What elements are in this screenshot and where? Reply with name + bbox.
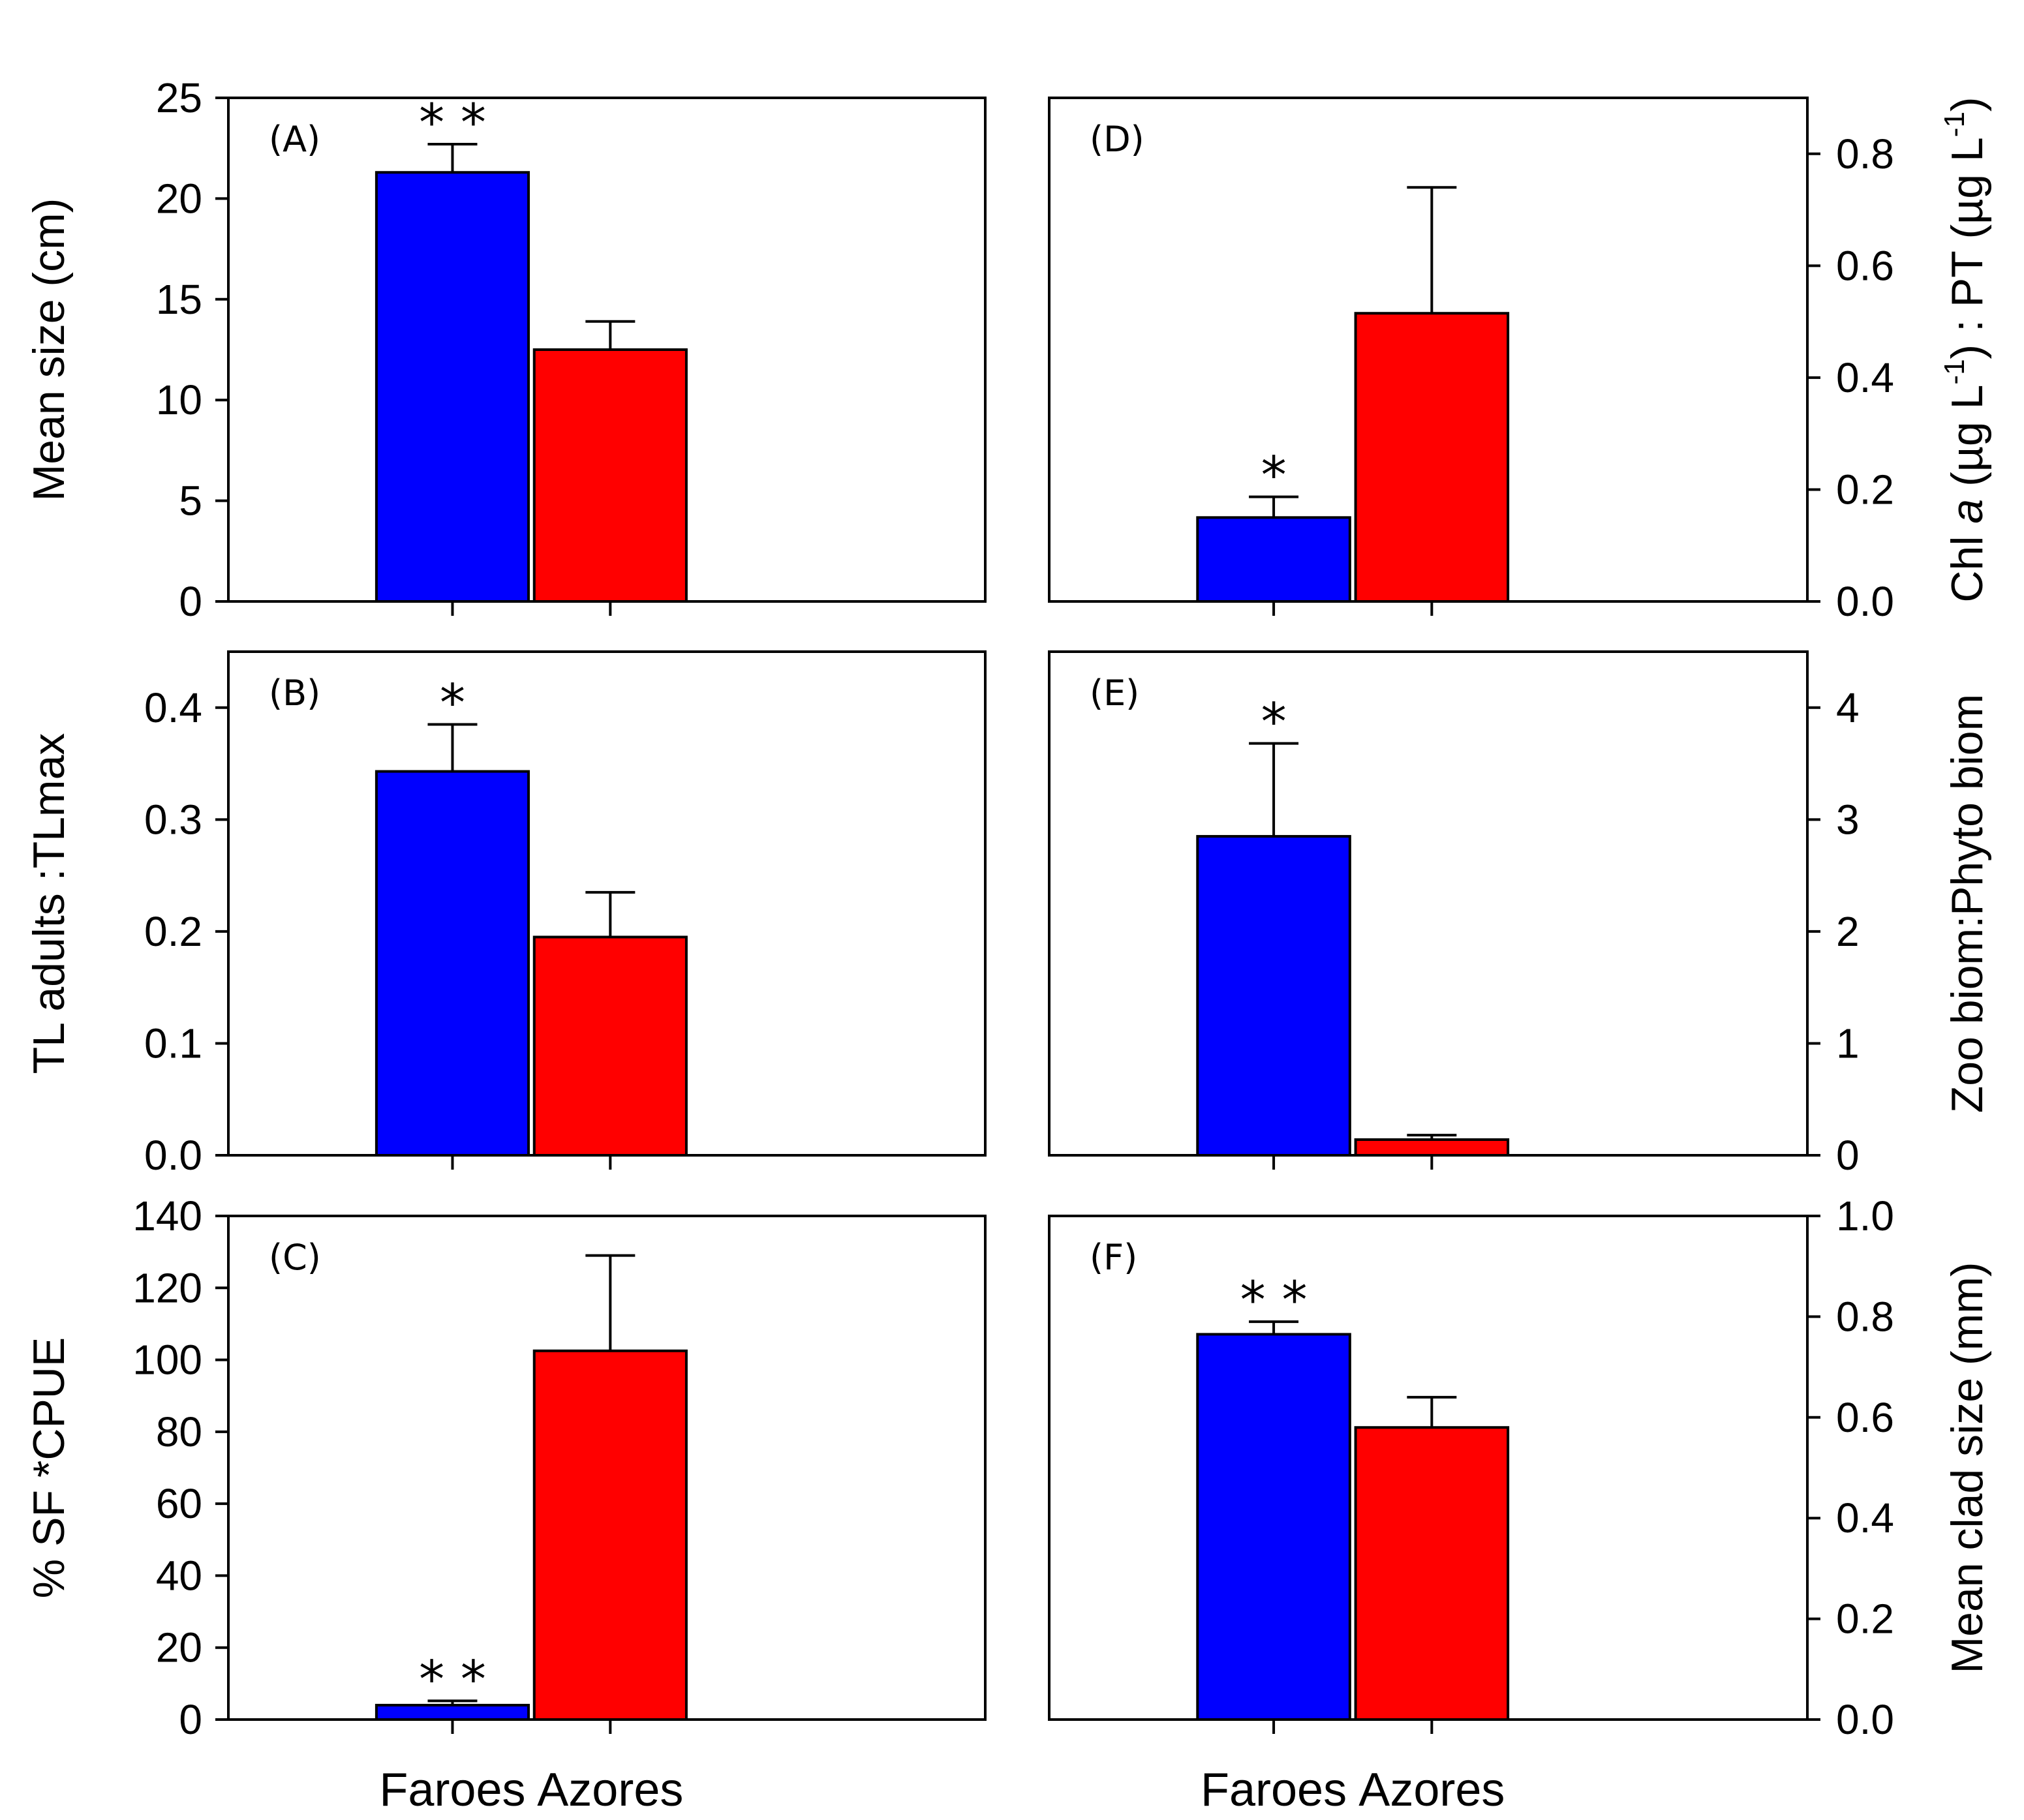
panel-label: (E) xyxy=(1090,673,1139,714)
panel-label: (B) xyxy=(269,673,320,714)
bar-azores xyxy=(532,1349,688,1721)
significance-marker: * * xyxy=(419,94,486,153)
y-axis-label: Zoo biom:Phyto biom xyxy=(1942,694,1992,1114)
y-tick-label: 0 xyxy=(179,1696,202,1743)
y-tick-label: 80 xyxy=(156,1408,202,1455)
bar-faroes xyxy=(375,171,530,603)
x-category-label: Faroes xyxy=(1201,1764,1347,1816)
significance-marker: * xyxy=(440,675,465,733)
panel-label: (A) xyxy=(269,119,320,160)
y-axis-label: Chl a (µg L-1) : PT (µg L-1) xyxy=(1939,97,1992,602)
y-tick-label: 25 xyxy=(156,74,202,121)
y-tick-label: 0.3 xyxy=(144,796,202,843)
y-tick-label: 3 xyxy=(1836,796,1860,843)
y-tick-label: 140 xyxy=(132,1192,202,1239)
y-tick-label: 0.8 xyxy=(1836,1293,1894,1340)
y-axis-label: Mean size (cm) xyxy=(24,198,74,502)
y-tick-label: 0 xyxy=(1836,1132,1860,1179)
y-tick-label: 0.4 xyxy=(1836,354,1894,401)
y-tick-label: 40 xyxy=(156,1552,202,1599)
y-axis-label: Mean clad size (mm) xyxy=(1942,1262,1992,1673)
bar-azores xyxy=(532,935,688,1157)
y-tick-label: 0.2 xyxy=(1836,466,1894,513)
y-tick-label: 0 xyxy=(179,578,202,625)
y-tick-label: 0.6 xyxy=(1836,1394,1894,1441)
y-tick-label: 0.0 xyxy=(1836,578,1894,625)
y-tick-label: 0.0 xyxy=(1836,1696,1894,1743)
bar-azores xyxy=(532,348,688,603)
bar-faroes xyxy=(1196,835,1351,1157)
x-category-label: Faroes xyxy=(379,1764,525,1816)
y-tick-label: 0.8 xyxy=(1836,130,1894,177)
panel-label: (F) xyxy=(1090,1237,1137,1278)
y-tick-label: 120 xyxy=(132,1264,202,1311)
y-tick-label: 0.4 xyxy=(1836,1494,1894,1541)
y-tick-label: 60 xyxy=(156,1480,202,1527)
y-tick-label: 2 xyxy=(1836,908,1860,955)
significance-marker: * xyxy=(1261,447,1287,506)
y-tick-label: 0.1 xyxy=(144,1020,202,1067)
y-tick-label: 0.2 xyxy=(1836,1596,1894,1643)
y-tick-label: 100 xyxy=(132,1337,202,1384)
bar-faroes xyxy=(1196,516,1351,603)
y-tick-label: 0.0 xyxy=(144,1132,202,1179)
significance-marker: * xyxy=(1261,693,1287,752)
y-tick-label: 20 xyxy=(156,1624,202,1671)
bar-faroes xyxy=(375,770,530,1157)
x-category-label: Azores xyxy=(1358,1764,1505,1816)
y-tick-label: 1.0 xyxy=(1836,1192,1894,1239)
y-tick-label: 0.6 xyxy=(1836,242,1894,289)
panel-a: (A) 0 5 10 15 20 25 Mean size (cm) * * xyxy=(24,74,987,625)
plot-frame xyxy=(1048,650,1809,1157)
significance-marker: * * xyxy=(419,1650,486,1709)
bar-azores xyxy=(1354,1426,1510,1721)
bar-azores xyxy=(1354,1138,1510,1157)
y-axis-label-part: -1 xyxy=(1939,112,1970,137)
y-axis-label: TL adults :TLmax xyxy=(24,733,74,1074)
y-axis-label-part: a xyxy=(1942,499,1992,524)
y-tick-label: 0.4 xyxy=(144,684,202,731)
significance-marker: * * xyxy=(1240,1271,1308,1330)
y-tick-label: 4 xyxy=(1836,684,1860,731)
y-tick-label: 0.2 xyxy=(144,908,202,955)
panel-f: (F) 0.0 0.2 0.4 0.6 0.8 1.0 Mean clad size (mm)… xyxy=(1048,1192,1992,1816)
panel-e: (E) 0 1 2 3 4 Zoo biom:Phyto biom * xyxy=(1048,650,1992,1179)
y-axis-label-part: -1 xyxy=(1939,359,1970,384)
y-tick-label: 10 xyxy=(156,376,202,423)
panel-c: (C) 0 20 40 60 80 100 120 140 % SF *CPUE * * Faroes… xyxy=(24,1192,987,1816)
y-axis-label-part: ) : PT (µg L xyxy=(1942,137,1992,359)
y-axis-label-part: ) xyxy=(1942,97,1992,112)
bar-azores xyxy=(1354,312,1510,603)
y-axis-label: % SF *CPUE xyxy=(24,1337,74,1599)
bar-faroes xyxy=(1196,1333,1351,1721)
x-category-label: Azores xyxy=(537,1764,683,1816)
y-axis-label-part: Chl xyxy=(1942,524,1992,603)
panel-label: (D) xyxy=(1090,119,1144,160)
panel-label: (C) xyxy=(269,1237,321,1278)
y-tick-label: 20 xyxy=(156,175,202,222)
y-axis-label-part: (µg L xyxy=(1942,385,1992,499)
y-tick-label: 1 xyxy=(1836,1020,1860,1067)
y-tick-label: 15 xyxy=(156,276,202,323)
panel-b: (B) 0.0 0.1 0.2 0.3 0.4 TL adults :TLmax * xyxy=(24,650,987,1179)
y-tick-label: 5 xyxy=(179,478,202,524)
